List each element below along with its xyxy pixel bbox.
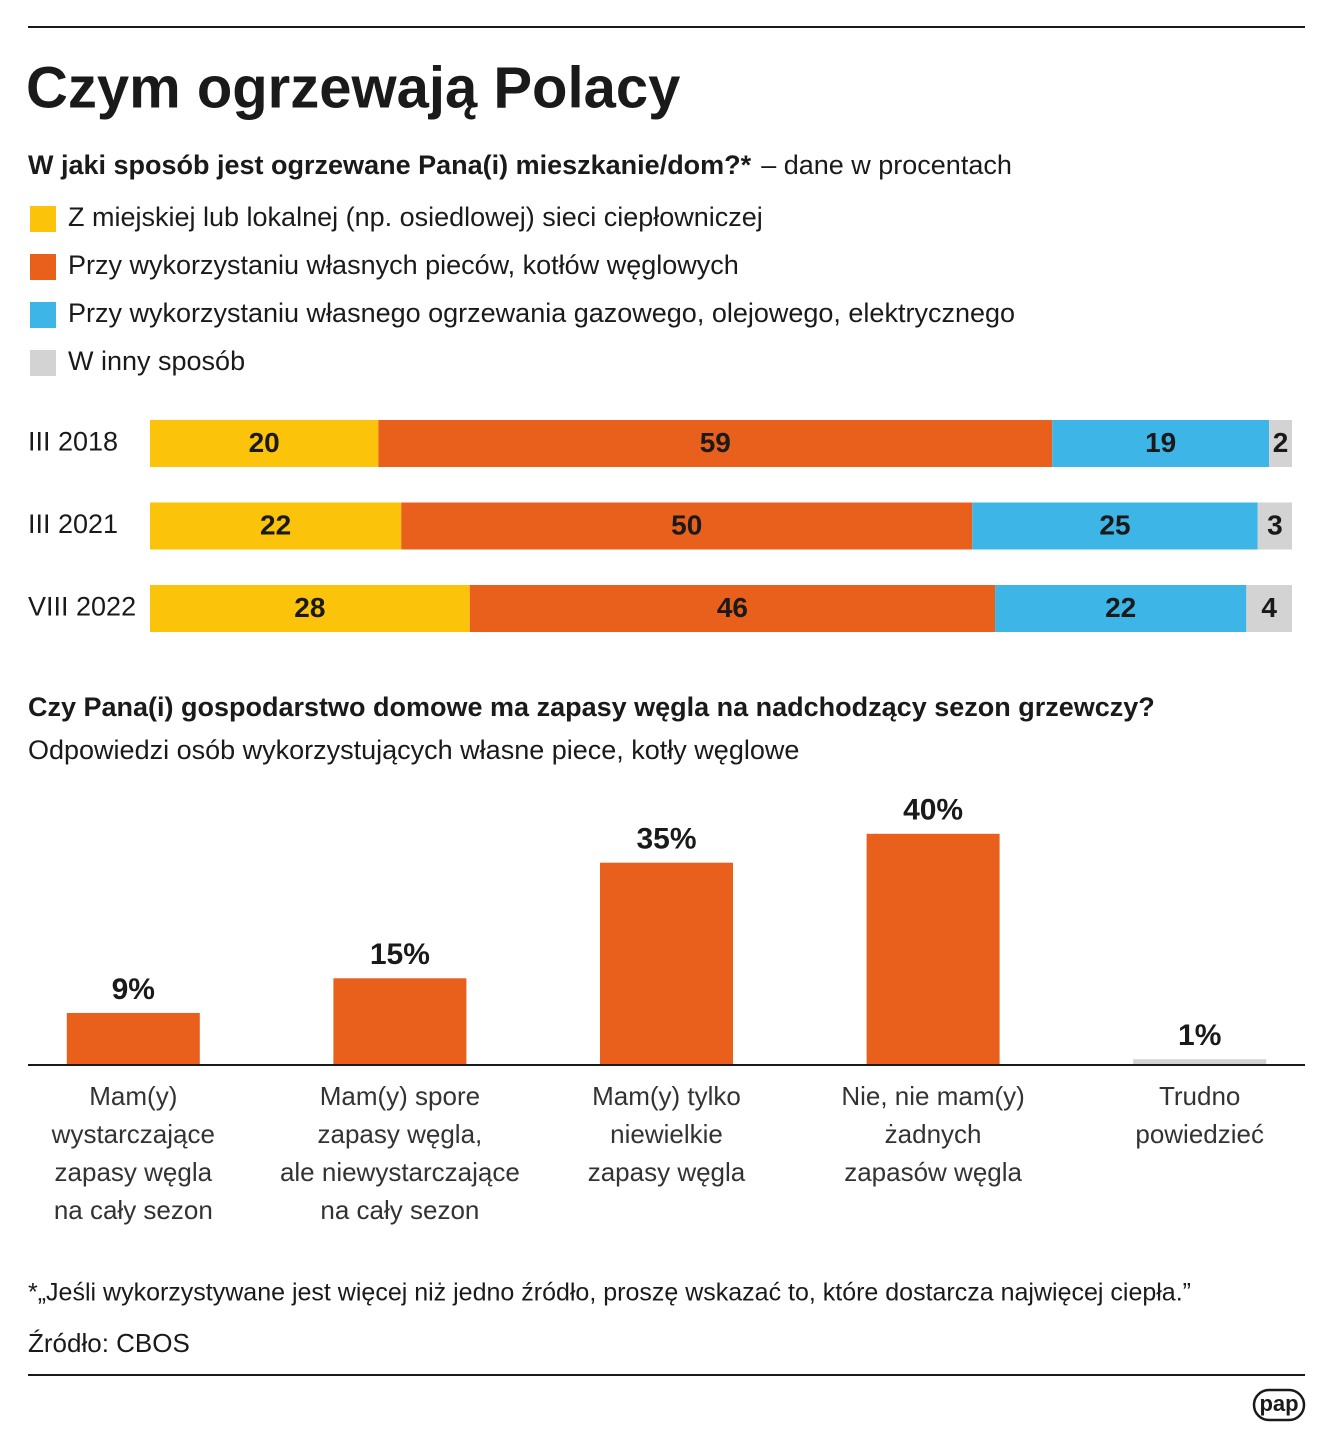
legend-swatch [30,206,56,232]
value-label: 40% [903,794,963,827]
x-tick-label: Nie, nie mam(y) żadnych zapasów węgla [841,1081,1025,1187]
y-tick-label: III 2021 [28,509,118,539]
bar-segment [378,420,1053,467]
bar-segment [1257,502,1292,550]
chart-subtitle: – dane w procentach [761,150,1012,180]
value-label: 35% [636,823,696,856]
value-label: 2 [1273,427,1289,458]
bar-segment [972,502,1258,550]
legend-label: Przy wykorzystaniu własnych pieców, kotł… [68,250,739,280]
legend-swatch [30,254,56,280]
value-label: 9% [112,973,155,1006]
bar-segment [150,420,379,467]
logo-frame [1252,1388,1306,1422]
legend-label: Przy wykorzystaniu własnego ogrzewania g… [68,298,1015,328]
logo: pap [1259,1391,1298,1416]
value-label: 19 [1145,427,1176,458]
source: Źródło: CBOS [28,1328,190,1358]
bar [1133,1059,1267,1065]
value-label: 22 [260,509,291,540]
bar [66,1012,200,1065]
bar-segment [469,585,996,632]
y-tick-label: III 2018 [28,427,118,457]
bar-segment [150,502,402,550]
chart-subtitle: Odpowiedzi osób wykorzystujących własne … [28,735,799,765]
value-label: 22 [1105,592,1136,623]
value-label: 50 [671,509,702,540]
bar-segment [1052,420,1270,467]
value-label: 20 [249,427,280,458]
value-label: 1% [1178,1019,1221,1052]
legend-label: Z miejskiej lub lokalnej (np. osiedlowej… [68,202,763,232]
value-label: 3 [1267,509,1283,540]
legend-label: W inny sposób [68,346,245,376]
value-label: 4 [1261,592,1277,623]
value-label: 15% [370,938,430,971]
legend-swatch [30,350,56,376]
bar-segment [995,585,1247,632]
legend-swatch [30,302,56,328]
bar-segment [1269,420,1292,467]
value-label: 46 [717,592,748,623]
page-title: Czym ogrzewają Polacy [26,55,680,120]
x-tick-label: Mam(y) tylko niewielkie zapasy węgla [587,1081,746,1187]
footnote: *„Jeśli wykorzystywane jest więcej niż j… [28,1279,1191,1307]
bar [333,978,467,1065]
chart-title: Czy Pana(i) gospodarstwo domowe ma zapas… [28,692,1155,722]
bar [600,862,733,1065]
bar-segment [1246,585,1292,632]
bar-segment [150,585,470,632]
bar [866,833,1000,1065]
x-tick-label: Mam(y) spore zapasy węgla, ale niewystar… [279,1081,520,1225]
y-tick-label: VIII 2022 [28,592,136,622]
x-tick-label: Mam(y) wystarczające zapasy węgla na cał… [51,1081,215,1225]
chart-title: W jaki sposób jest ogrzewane Pana(i) mie… [28,150,752,180]
value-label: 28 [294,592,325,623]
value-label: 59 [700,427,731,458]
bar-segment [401,502,973,550]
value-label: 25 [1099,509,1130,540]
x-tick-label: Trudno powiedzieć [1135,1081,1264,1149]
